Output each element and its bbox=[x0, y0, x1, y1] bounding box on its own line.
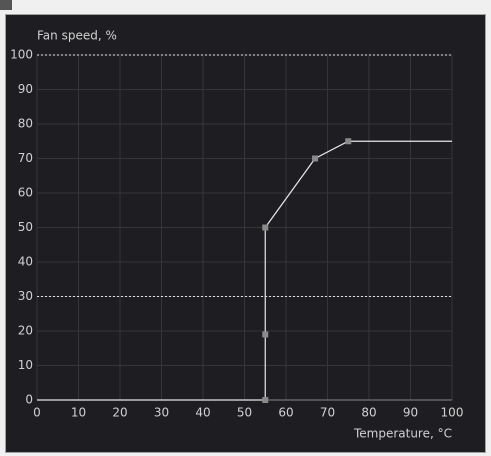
curve-point bbox=[345, 138, 352, 145]
curve-point bbox=[262, 331, 269, 338]
x-tick-label: 10 bbox=[71, 406, 86, 420]
panel bbox=[5, 14, 486, 453]
y-tick-label: 80 bbox=[18, 117, 33, 131]
x-tick-label: 30 bbox=[154, 406, 169, 420]
x-tick-label: 100 bbox=[441, 406, 464, 420]
y-tick-label: 70 bbox=[18, 151, 33, 165]
x-tick-label: 0 bbox=[33, 406, 41, 420]
curve-point bbox=[262, 224, 269, 231]
y-tick-label: 20 bbox=[18, 324, 33, 338]
y-tick-label: 0 bbox=[25, 393, 33, 407]
x-tick-label: 60 bbox=[278, 406, 293, 420]
y-tick-label: 40 bbox=[18, 255, 33, 269]
y-tick-label: 90 bbox=[18, 82, 33, 96]
x-tick-label: 50 bbox=[237, 406, 252, 420]
window-icon bbox=[0, 0, 12, 10]
x-tick-label: 80 bbox=[361, 406, 376, 420]
curve-point bbox=[312, 155, 319, 162]
curve-point bbox=[262, 397, 269, 403]
x-axis-label: Temperature, °C bbox=[353, 427, 452, 441]
x-tick-label: 70 bbox=[320, 406, 335, 420]
x-tick-label: 90 bbox=[403, 406, 418, 420]
x-tick-label: 40 bbox=[195, 406, 210, 420]
y-tick-label: 60 bbox=[18, 186, 33, 200]
y-tick-label: 50 bbox=[18, 220, 33, 234]
y-tick-label: 10 bbox=[18, 358, 33, 372]
y-tick-label: 30 bbox=[18, 289, 33, 303]
y-tick-label: 100 bbox=[10, 48, 33, 62]
chart-title: Fan speed, % bbox=[37, 29, 117, 43]
x-tick-label: 20 bbox=[112, 406, 127, 420]
